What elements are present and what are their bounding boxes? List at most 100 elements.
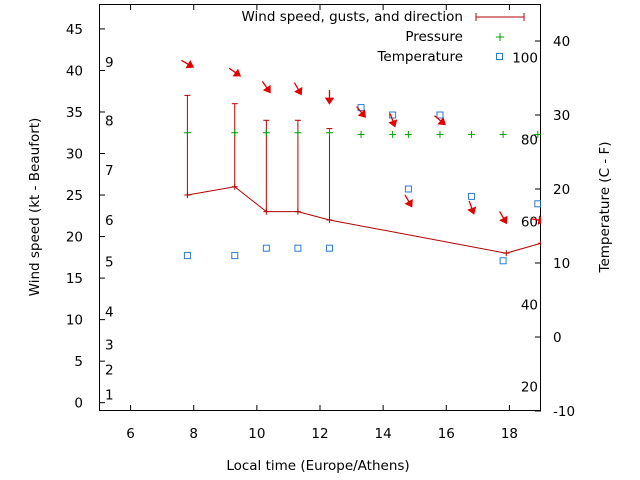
pressure-point	[534, 130, 541, 138]
x-tick-label: 14	[375, 426, 392, 442]
pressure-point	[389, 130, 397, 138]
wind-direction-arrow	[434, 115, 446, 126]
y-tick-label: 10	[66, 313, 83, 329]
axes	[99, 4, 541, 412]
temperature-point	[499, 257, 507, 265]
pressure-point	[294, 129, 302, 137]
pressure-point	[325, 129, 333, 137]
y-tick-label: 35	[66, 105, 83, 121]
arrow-head	[262, 84, 271, 94]
plot-area	[181, 59, 541, 265]
arrow-head	[388, 119, 398, 128]
x-tick-label: 16	[438, 426, 455, 442]
wind-direction-arrow	[261, 80, 271, 94]
temperature-point	[436, 111, 444, 119]
y-tick-label: 5	[74, 354, 83, 370]
temperature-point	[534, 200, 541, 208]
y-tick-label: 45	[66, 22, 83, 38]
arrow-head	[437, 117, 446, 126]
y2-tick-label: 10	[553, 256, 570, 272]
x-tick-label: 12	[311, 426, 328, 442]
pressure-point	[468, 130, 476, 138]
arrow-head	[294, 86, 303, 96]
wind-direction-arrow	[499, 211, 508, 225]
legend-label-pressure: Pressure	[405, 29, 463, 45]
beaufort-label: 5	[105, 254, 114, 270]
temperature-point	[183, 252, 191, 260]
arrow-head	[185, 59, 195, 69]
tick-labels: 6 8 10 12 14 16 18051015202530354045-100102030…	[66, 22, 575, 442]
temperature-point	[389, 111, 397, 119]
wind-direction-arrow	[388, 113, 398, 128]
y-tick-label: 30	[66, 147, 83, 163]
wind-direction-arrow	[228, 67, 242, 77]
pressure-point	[357, 130, 365, 138]
beaufort-label: 7	[105, 163, 114, 179]
beaufort-label: 6	[105, 213, 114, 229]
pressure-point	[404, 130, 412, 138]
x-axis-label: Local time (Europe/Athens)	[226, 458, 409, 474]
y2-tick-label: 40	[553, 34, 570, 50]
pressure-point	[231, 129, 239, 137]
wind-speed-line	[187, 186, 541, 254]
legend-label-wind: Wind speed, gusts, and direction	[241, 9, 463, 25]
wind-direction-arrows	[181, 59, 541, 225]
y2-tick-label: 0	[553, 330, 562, 346]
y-tick-label: 25	[66, 188, 83, 204]
beaufort-label: 8	[105, 113, 114, 129]
y-tick-label: 20	[66, 230, 83, 246]
arrow-head	[467, 206, 477, 215]
wind-direction-arrow	[324, 90, 335, 105]
wind-direction-arrow	[356, 106, 367, 118]
temperature-point	[231, 252, 239, 260]
x-tick-label: 6	[126, 426, 135, 442]
pressure-point	[183, 129, 191, 137]
pressure-point	[436, 130, 444, 138]
fahrenheit-label: 60	[521, 215, 538, 231]
wind-direction-arrow	[293, 82, 303, 96]
y-tick-label: 0	[74, 396, 83, 412]
temperature-point	[404, 185, 412, 193]
x-tick-label: 18	[501, 426, 518, 442]
arrow-head	[404, 199, 413, 208]
temperature-point	[294, 244, 302, 252]
y2-axis-label: Temperature (C - F)	[597, 142, 613, 274]
wind-direction-arrow	[530, 215, 541, 225]
temperature-series	[183, 104, 541, 265]
fahrenheit-label: 80	[521, 132, 538, 148]
legend-swatch-temperature	[496, 53, 503, 60]
beaufort-label: 9	[105, 55, 114, 71]
pressure-point	[499, 130, 507, 138]
y2-tick-label: 20	[553, 182, 570, 198]
arrow-head	[537, 215, 541, 225]
temperature-point	[262, 244, 270, 252]
y-tick-label: 15	[66, 271, 83, 287]
temperature-point	[325, 244, 333, 252]
x-tick-label: 10	[248, 426, 265, 442]
beaufort-label: 4	[105, 304, 114, 320]
y-axis-label: Wind speed (kt - Beaufort)	[27, 118, 43, 297]
arrow-head	[499, 215, 508, 225]
wind-series	[184, 94, 541, 257]
fahrenheit-label: 20	[521, 380, 538, 396]
beaufort-label: 3	[105, 338, 114, 354]
legend: Wind speed, gusts, and direction Pressur…	[241, 9, 525, 65]
wind-direction-arrow	[467, 200, 477, 215]
fahrenheit-label: 100	[512, 50, 538, 66]
arrow-head	[232, 68, 242, 77]
temperature-point	[468, 192, 476, 200]
legend-swatch-pressure	[496, 33, 504, 41]
y2-tick-label: 30	[553, 108, 570, 124]
x-tick-label: 8	[189, 426, 198, 442]
beaufort-label: 1	[105, 387, 114, 403]
pressure-series	[183, 129, 541, 138]
arrow-head	[324, 97, 335, 105]
wind-direction-arrow	[181, 59, 195, 69]
pressure-point	[262, 129, 270, 137]
fahrenheit-label: 40	[521, 297, 538, 313]
wind-direction-arrow	[404, 194, 413, 208]
y2-tick-label: -10	[553, 404, 575, 420]
legend-label-temperature: Temperature	[376, 49, 463, 65]
beaufort-label: 2	[105, 362, 114, 378]
